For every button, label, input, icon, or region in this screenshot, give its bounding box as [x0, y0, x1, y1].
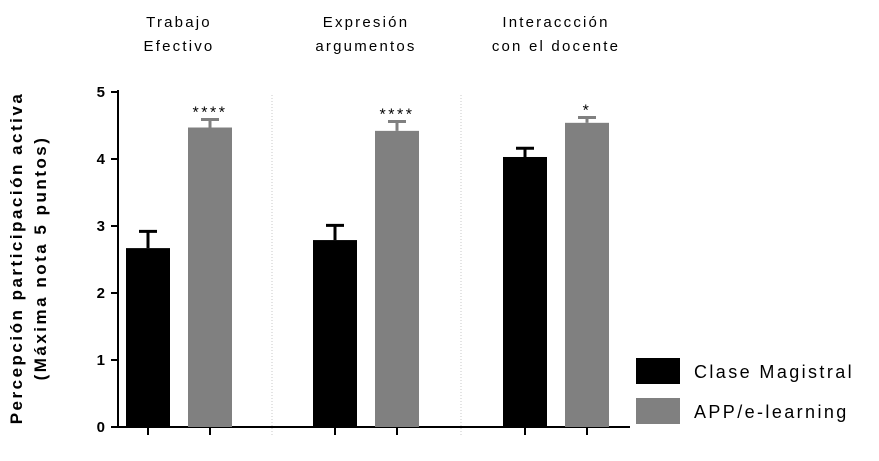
significance-marker: **** [380, 106, 415, 123]
legend-label: APP/e-learning [694, 402, 849, 422]
bar [188, 127, 232, 427]
bar [565, 122, 609, 427]
bars: **** **** * [126, 102, 609, 435]
legend: Clase Magistral APP/e-learning [636, 358, 854, 424]
category-label: argumentos [315, 38, 416, 55]
bar [375, 130, 419, 428]
category-label: Expresión [323, 14, 410, 31]
legend-swatch [636, 398, 680, 424]
y-tick-label: 4 [97, 151, 106, 168]
y-tick-label: 3 [97, 218, 105, 235]
y-tick-label: 5 [97, 84, 105, 101]
y-tick-label: 2 [97, 285, 105, 302]
y-axis-title-line: (Máxima nota 5 puntos) [31, 136, 50, 381]
bar [126, 248, 170, 427]
y-tick-label: 1 [97, 352, 105, 369]
y-axis-title-line: Percepción participación activa [7, 92, 26, 425]
group-labels: Trabajo Efectivo Expresión argumentos Intera… [144, 14, 620, 55]
significance-marker: **** [193, 104, 228, 121]
legend-swatch [636, 358, 680, 384]
significance-marker: * [583, 102, 592, 119]
bar [313, 240, 357, 427]
category-label: con el docente [492, 38, 620, 55]
category-label: Efectivo [144, 38, 215, 55]
y-axis-title: Percepción participación activa (Máxima n… [7, 92, 50, 425]
category-label: Interaccción [502, 14, 609, 31]
bar [503, 156, 547, 428]
axes: 0 1 2 3 4 5 [97, 84, 630, 436]
group-dividers [271, 95, 462, 437]
category-label: Trabajo [146, 14, 212, 31]
legend-label: Clase Magistral [694, 362, 854, 382]
y-tick-label: 0 [97, 419, 105, 436]
